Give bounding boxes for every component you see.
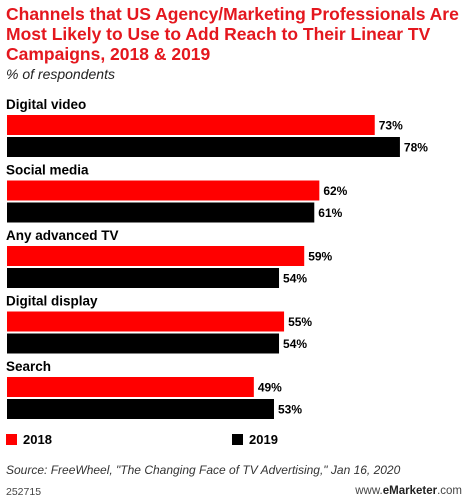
bar-2019-search xyxy=(7,399,274,419)
legend-label-2019: 2019 xyxy=(249,432,278,447)
legend-item-2018: 2018 xyxy=(6,432,52,447)
value-label-2018-search: 49% xyxy=(258,381,282,395)
value-label-2018-digital-video: 73% xyxy=(379,119,403,133)
bar-2018-any-advanced-tv xyxy=(7,246,305,266)
value-label-2018-any-advanced-tv: 59% xyxy=(308,250,332,264)
bar-2018-search xyxy=(7,377,254,397)
bar-2019-digital-video xyxy=(7,137,400,157)
category-label-digital-video: Digital video xyxy=(6,97,86,112)
value-label-2019-search: 53% xyxy=(278,403,302,417)
category-label-any-advanced-tv: Any advanced TV xyxy=(6,228,119,243)
legend-item-2019: 2019 xyxy=(232,432,278,447)
value-label-2018-social-media: 62% xyxy=(323,184,347,198)
value-label-2019-digital-display: 54% xyxy=(283,337,307,351)
category-label-search: Search xyxy=(6,359,51,374)
legend-swatch-2019 xyxy=(232,434,243,445)
bar-2019-social-media xyxy=(7,202,315,223)
bar-2018-digital-video xyxy=(7,115,375,135)
category-label-social-media: Social media xyxy=(6,163,89,178)
bar-2019-digital-display xyxy=(7,333,280,354)
value-label-2019-any-advanced-tv: 54% xyxy=(283,272,307,286)
value-label-2018-digital-display: 55% xyxy=(288,315,312,329)
source-note: Source: FreeWheel, "The Changing Face of… xyxy=(6,463,401,477)
chart-subtitle: % of respondents xyxy=(6,66,115,82)
bar-chart: Digital video 73%78% Social media 62% 61% Any… xyxy=(6,97,428,419)
chart-title: Channels that US Agency/Marketing Profes… xyxy=(6,4,459,64)
chart-id: 252715 xyxy=(6,486,42,498)
legend-label-2018: 2018 xyxy=(23,432,52,447)
category-label-digital-display: Digital display xyxy=(6,294,98,309)
bar-2018-social-media xyxy=(7,180,320,201)
value-label-2019-social-media: 61% xyxy=(318,206,342,220)
brand-logo: www.eMarketer.com xyxy=(355,485,462,497)
bar-2018-digital-display xyxy=(7,311,285,332)
legend-swatch-2018 xyxy=(6,434,17,445)
value-label-2019-digital-video: 78% xyxy=(404,141,428,155)
bar-2019-any-advanced-tv xyxy=(7,268,280,288)
